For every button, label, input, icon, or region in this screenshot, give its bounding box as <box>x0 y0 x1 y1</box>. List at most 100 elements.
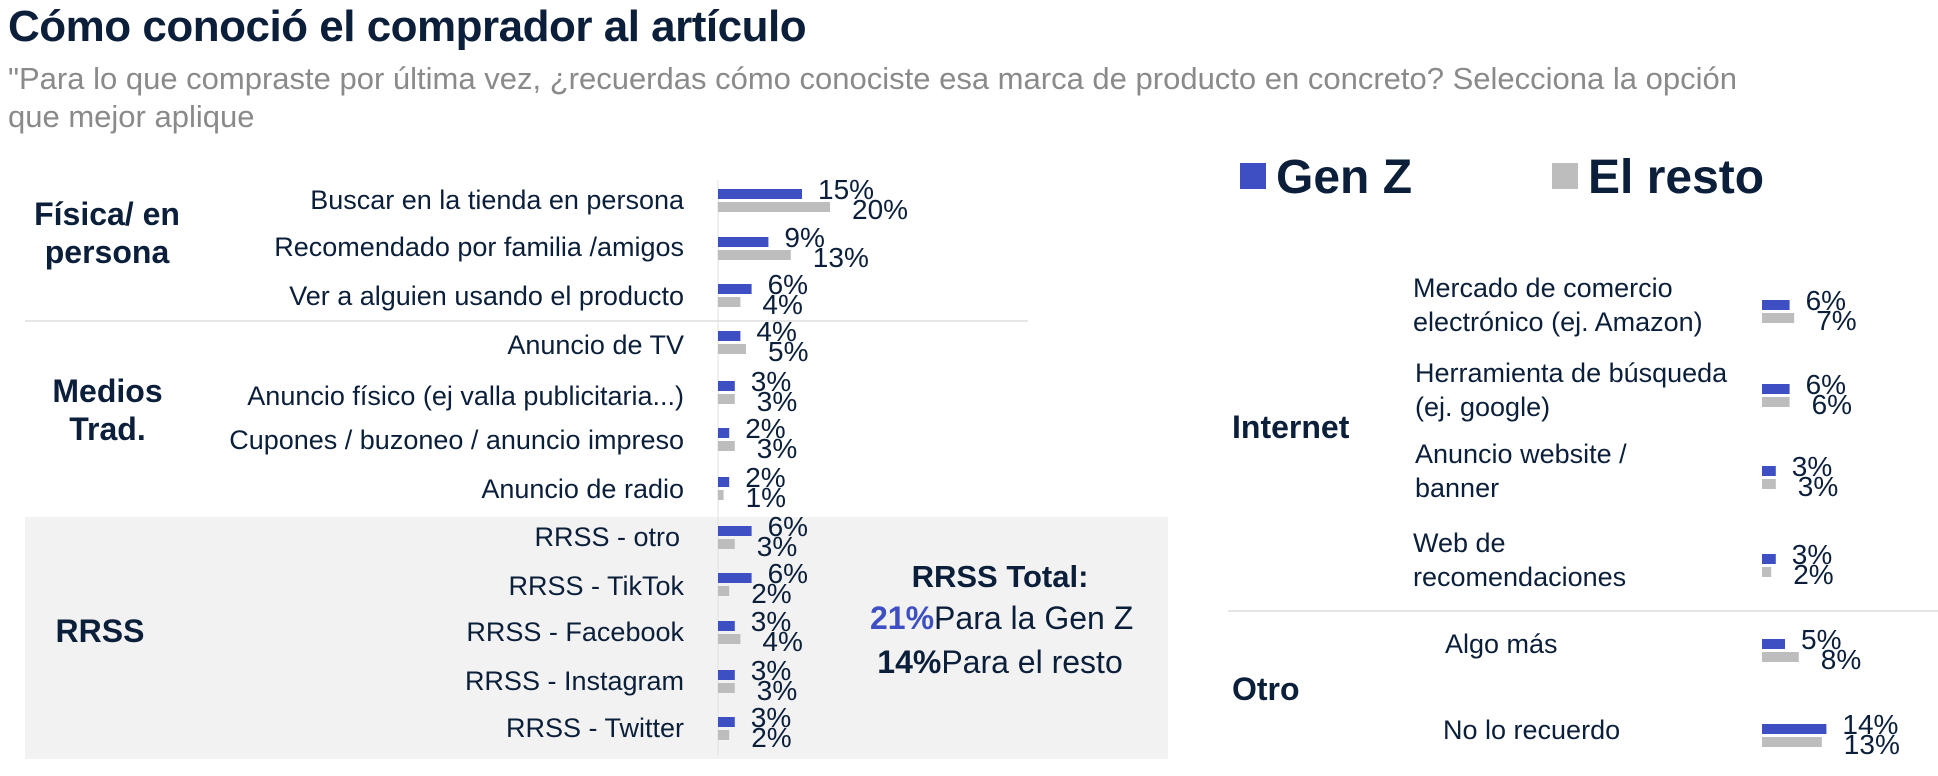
data-label-rest: 20% <box>852 194 908 225</box>
bar-rest <box>718 394 735 404</box>
data-label-rest: 8% <box>1821 644 1861 675</box>
legend-swatch-genz <box>1240 163 1266 189</box>
data-label-rest: 3% <box>1798 471 1838 502</box>
bar-genz <box>718 526 752 536</box>
legend-label-rest: El resto <box>1588 151 1765 204</box>
bar-genz <box>718 621 735 631</box>
category-label: RRSS - otro <box>534 522 680 552</box>
group-label-rrss: RRSS <box>55 613 145 649</box>
bar-rest <box>1762 737 1822 747</box>
rrss-total-rest-text: Para el resto <box>941 644 1123 680</box>
bar-genz <box>718 381 735 391</box>
bar-rest <box>718 250 791 260</box>
bar-genz <box>1762 724 1827 734</box>
data-label-rest: 3% <box>757 386 797 417</box>
data-label-genz: 5% <box>1801 624 1841 655</box>
data-label-genz: 3% <box>751 702 791 733</box>
data-label-genz: 6% <box>1806 369 1846 400</box>
data-label-genz: 2% <box>745 413 785 444</box>
data-label-genz: 6% <box>768 558 808 589</box>
category-label: RRSS - Twitter <box>505 713 684 743</box>
data-label-genz: 2% <box>745 462 785 493</box>
data-label-genz: 6% <box>1806 285 1846 316</box>
data-label-rest: 13% <box>813 242 869 273</box>
divider-fisica-medios <box>25 320 1028 322</box>
category-label: Anuncio website / banner <box>1415 439 1627 503</box>
data-label-genz: 4% <box>756 316 796 347</box>
category-label: Anuncio de radio <box>481 474 684 504</box>
bar-rest <box>718 441 735 451</box>
bar-genz <box>1762 466 1776 476</box>
rrss-total-genz: 21%Para la Gen Z <box>870 596 1134 640</box>
bar-genz <box>718 428 730 438</box>
bar-rest <box>718 344 746 354</box>
data-label-rest: 3% <box>757 675 797 706</box>
bar-rest <box>1762 567 1772 577</box>
data-label-genz: 3% <box>751 606 791 637</box>
category-label: Recomendado por familia /amigos <box>274 232 684 262</box>
data-label-rest: 2% <box>1793 559 1833 590</box>
page-subtitle: "Para lo que compraste por última vez, ¿… <box>8 61 1737 134</box>
data-label-genz: 3% <box>1792 451 1832 482</box>
data-label-genz: 3% <box>751 366 791 397</box>
bar-genz <box>1762 300 1790 310</box>
bar-genz <box>718 237 769 247</box>
category-label: RRSS - Instagram <box>464 666 684 696</box>
bar-genz <box>718 717 735 727</box>
group-label-internet: Internet <box>1232 409 1350 445</box>
data-label-genz: 6% <box>768 511 808 542</box>
data-label-rest: 2% <box>751 722 791 753</box>
bar-rest <box>718 730 730 740</box>
legend-rest: El resto <box>1552 150 1764 205</box>
category-label: Buscar en la tienda en persona <box>310 185 684 215</box>
bar-rest <box>1762 652 1799 662</box>
data-label-rest: 4% <box>762 626 802 657</box>
data-label-genz: 6% <box>768 269 808 300</box>
divider-internet-otro <box>1228 610 1938 612</box>
bar-genz <box>1762 384 1790 394</box>
category-label: Mercado de comercio electrónico (ej. Ama… <box>1413 273 1703 337</box>
rrss-total-heading: RRSS Total: <box>911 559 1089 594</box>
legend-swatch-rest <box>1552 163 1578 189</box>
category-label: Cupones / buzoneo / anuncio impreso <box>229 425 684 455</box>
bar-rest <box>718 634 741 644</box>
rrss-total-callout: RRSS Total: 21%Para la Gen Z 14%Para el … <box>870 558 1134 684</box>
bar-rest <box>718 683 735 693</box>
bar-rest <box>1762 479 1776 489</box>
data-label-genz: 3% <box>751 655 791 686</box>
category-label: Web de recomendaciones <box>1413 528 1627 592</box>
category-label: No lo recuerdo <box>1443 715 1621 745</box>
data-label-rest: 7% <box>1816 305 1856 336</box>
category-label: Herramienta de búsqueda (ej. google) <box>1415 358 1728 422</box>
rrss-total-genz-value: 21% <box>870 600 935 636</box>
rrss-total-rest: 14%Para el resto <box>870 640 1130 684</box>
page-title: Cómo conoció el comprador al artículo <box>8 2 807 51</box>
category-label: Algo más <box>1445 629 1558 659</box>
category-label: RRSS - TikTok <box>508 571 684 601</box>
bar-genz <box>718 284 752 294</box>
bar-rest <box>1762 313 1795 323</box>
bar-rest <box>1762 397 1790 407</box>
rrss-total-genz-text: Para la Gen Z <box>934 600 1134 636</box>
bar-rest <box>718 586 730 596</box>
data-label-rest: 6% <box>1812 389 1852 420</box>
legend-genz: Gen Z <box>1240 150 1412 205</box>
data-label-rest: 2% <box>751 578 791 609</box>
category-label: Anuncio físico (ej valla publicitaria...… <box>247 381 684 411</box>
group-label-medios: Medios Trad. <box>52 373 163 447</box>
bar-genz <box>718 477 730 487</box>
bar-genz <box>1762 639 1785 649</box>
rrss-total-rest-value: 14% <box>877 644 942 680</box>
data-label-genz: 3% <box>1792 539 1832 570</box>
data-label-rest: 3% <box>757 433 797 464</box>
bar-genz <box>718 573 752 583</box>
rrss-panel <box>25 517 1168 759</box>
data-label-rest: 5% <box>768 336 808 367</box>
category-label: RRSS - Facebook <box>466 617 684 647</box>
legend-label-genz: Gen Z <box>1276 151 1413 204</box>
data-label-genz: 15% <box>818 174 874 205</box>
data-label-rest: 13% <box>1844 729 1900 760</box>
bar-rest <box>718 297 741 307</box>
bar-rest <box>718 202 830 212</box>
